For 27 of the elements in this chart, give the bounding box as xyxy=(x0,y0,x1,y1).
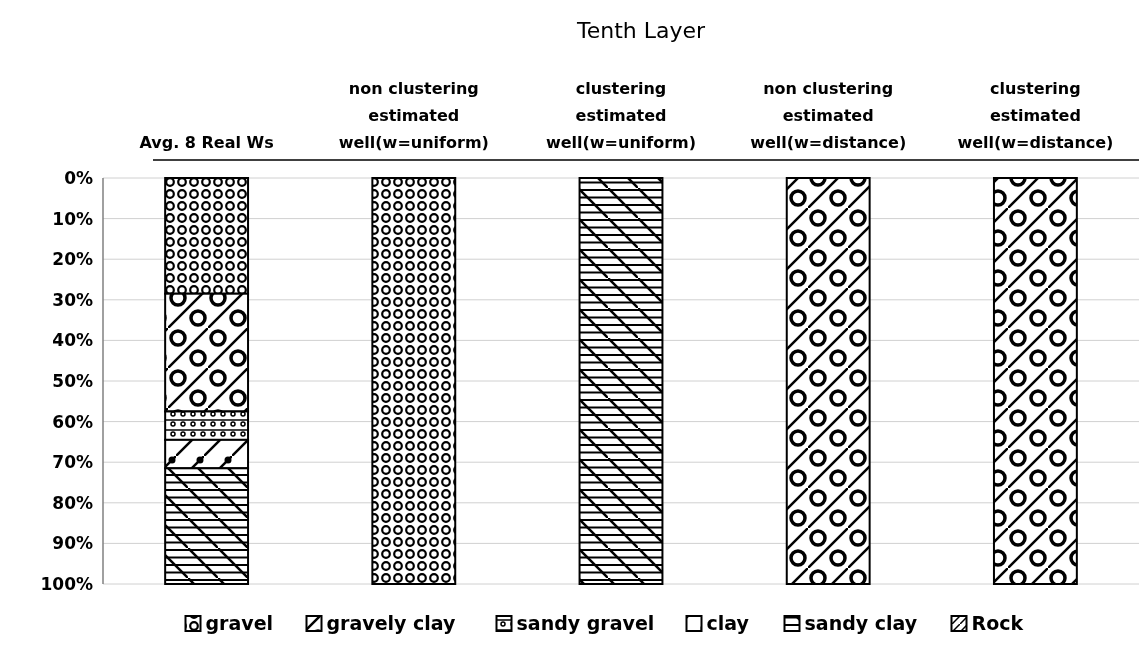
y-tick-label: 40% xyxy=(52,330,93,351)
y-tick-label: 90% xyxy=(52,533,93,554)
y-tick-label: 10% xyxy=(52,208,93,229)
bar xyxy=(371,177,457,585)
bar xyxy=(992,177,1078,585)
bar xyxy=(785,177,871,585)
legend-label: clay xyxy=(706,612,750,634)
y-tick-label: 70% xyxy=(52,452,93,473)
x-tick-label: clustering estimated well(w=uniform) xyxy=(545,79,697,152)
y-tick-label: 50% xyxy=(52,370,93,391)
x-tick-label: clustering estimated well(w=distance) xyxy=(957,79,1114,152)
legend-label: gravel xyxy=(205,612,274,634)
x-tick-label: non clustering estimated well(w=uniform) xyxy=(338,79,489,152)
y-tick-label: 0% xyxy=(64,167,93,188)
legend-label: gravely clay xyxy=(326,612,457,634)
x-tick-label: Avg. 8 Real Ws xyxy=(139,133,274,152)
y-tick-label: 80% xyxy=(52,492,93,513)
y-tick-label: 100% xyxy=(40,573,93,594)
legend-label: Rock xyxy=(971,612,1024,634)
y-tick-label: 30% xyxy=(52,289,93,310)
chart-title: Tenth Layer xyxy=(575,18,706,43)
y-tick-label: 60% xyxy=(52,411,93,432)
legend-label: sandy clay xyxy=(804,612,918,634)
bar xyxy=(578,177,664,585)
x-tick-label: non clustering estimated well(w=distance) xyxy=(750,79,907,152)
legend-label: sandy gravel xyxy=(516,612,655,634)
y-tick-label: 20% xyxy=(52,249,93,270)
